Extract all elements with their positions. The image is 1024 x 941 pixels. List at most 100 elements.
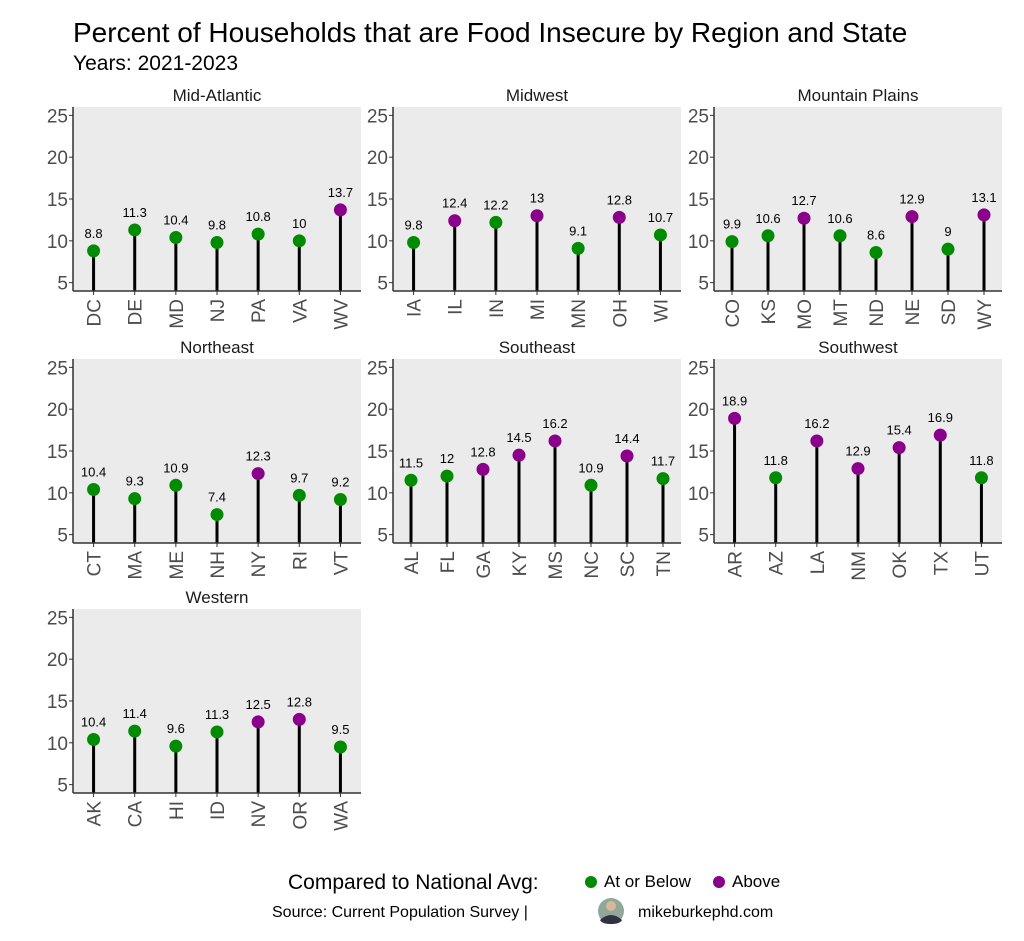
lollipop-point-ia (407, 235, 421, 249)
x-tick-label-nh: NH (208, 551, 229, 578)
data-label-sc: 14.4 (614, 431, 639, 446)
x-tick-label-oh: OH (610, 299, 631, 328)
data-label-ks: 10.6 (755, 211, 780, 226)
data-label-sd: 9 (944, 224, 951, 239)
x-tick-label-nc: NC (582, 551, 603, 578)
y-tick-label: 25 (688, 358, 709, 379)
y-tick-label: 25 (47, 106, 68, 127)
x-tick-label-nv: NV (249, 801, 270, 828)
caption: Source: Current Population Survey | mike… (272, 898, 773, 924)
legend-key-above (713, 876, 725, 888)
x-tick-label-ok: OK (890, 551, 911, 579)
facet-western: Western 5 10 15 20 25 10.4 AK 11.4 CA 9.6 HI 11.3 ID 1… (47, 588, 361, 831)
panel-background (714, 107, 1002, 291)
x-tick-label-nj: NJ (208, 299, 229, 322)
legend-label-above: Above (732, 872, 780, 891)
data-label-co: 9.9 (723, 217, 741, 232)
x-tick-label-wv: WV (331, 299, 352, 330)
lollipop-point-id (210, 725, 224, 739)
data-label-ny: 12.3 (245, 449, 270, 464)
x-tick-label-la: LA (808, 551, 829, 575)
y-tick-label: 5 (377, 274, 388, 295)
data-label-ak: 10.4 (81, 714, 106, 729)
data-label-ms: 16.2 (542, 416, 567, 431)
facet-grid: Mid-Atlantic 5 10 15 20 25 8.8 DC 11.3 DE 10.4 MD 9.… (47, 86, 1002, 831)
data-label-oh: 12.8 (607, 192, 632, 207)
facet-title: Northeast (180, 338, 254, 357)
lollipop-point-ut (974, 471, 988, 485)
data-label-tx: 16.9 (928, 410, 953, 425)
lollipop-point-wa (333, 740, 347, 754)
y-tick-label: 20 (47, 148, 68, 169)
lollipop-point-sc (620, 449, 634, 463)
panel-background (393, 359, 681, 543)
lollipop-point-in (489, 215, 503, 229)
lollipop-point-co (725, 235, 739, 249)
lollipop-point-vt (333, 493, 347, 507)
y-tick-label: 5 (698, 526, 709, 547)
y-tick-label: 5 (377, 526, 388, 547)
lollipop-point-me (169, 478, 183, 492)
data-label-de: 11.3 (123, 205, 147, 220)
lollipop-point-ok (892, 441, 906, 455)
x-tick-label-sd: SD (939, 299, 960, 325)
lollipop-point-nm (851, 462, 865, 476)
data-label-or: 12.8 (287, 694, 312, 709)
y-tick-label: 20 (367, 400, 388, 421)
lollipop-point-tx (933, 428, 947, 442)
data-label-wi: 10.7 (648, 210, 673, 225)
y-tick-label: 25 (367, 358, 388, 379)
x-tick-label-ga: GA (474, 551, 495, 579)
data-label-mi: 13 (530, 191, 544, 206)
x-tick-label-wy: WY (975, 299, 996, 330)
data-label-nh: 7.4 (208, 490, 226, 505)
lollipop-point-nj (210, 235, 224, 249)
lollipop-point-ar (728, 411, 742, 425)
data-label-tn: 11.7 (651, 454, 675, 469)
facet-title: Southwest (818, 338, 898, 357)
y-tick-label: 10 (688, 232, 709, 253)
y-tick-label: 10 (47, 484, 68, 505)
lollipop-point-wv (333, 203, 347, 217)
data-label-nc: 10.9 (578, 460, 603, 475)
y-tick-label: 15 (47, 692, 68, 713)
lollipop-point-ga (476, 462, 490, 476)
x-tick-label-wa: WA (331, 801, 352, 831)
y-tick-label: 10 (47, 232, 68, 253)
lollipop-point-dc (87, 244, 101, 258)
data-label-wa: 9.5 (331, 722, 349, 737)
data-label-ut: 11.8 (969, 453, 993, 468)
lollipop-point-mn (571, 241, 585, 255)
data-label-nv: 12.5 (245, 697, 270, 712)
facet-southwest: Southwest 5 10 15 20 25 18.9 AR 11.8 AZ 16.2 LA 12.9… (688, 338, 1002, 581)
y-tick-label: 5 (698, 274, 709, 295)
chart-title: Percent of Households that are Food Inse… (73, 17, 907, 48)
data-label-ar: 18.9 (722, 393, 747, 408)
lollipop-point-nd (869, 246, 883, 260)
data-label-in: 12.2 (483, 197, 508, 212)
lollipop-point-md (169, 230, 183, 244)
data-label-al: 11.5 (399, 455, 423, 470)
y-tick-label: 5 (57, 274, 68, 295)
facet-mountain-plains: Mountain Plains 5 10 15 20 25 9.9 CO 10.6 KS 12.7 M… (688, 86, 1002, 330)
lollipop-point-ks (761, 229, 775, 243)
y-tick-label: 20 (47, 650, 68, 671)
x-tick-label-al: AL (402, 551, 423, 574)
x-tick-label-nd: ND (867, 299, 888, 326)
data-label-dc: 8.8 (85, 226, 103, 241)
data-label-nm: 12.9 (845, 444, 870, 459)
x-tick-label-ri: RI (290, 551, 311, 570)
lollipop-point-il (448, 214, 462, 228)
x-tick-label-me: ME (167, 551, 188, 580)
data-label-ok: 15.4 (886, 423, 911, 438)
y-tick-label: 10 (688, 484, 709, 505)
x-tick-label-id: ID (208, 801, 229, 820)
x-tick-label-pa: PA (249, 299, 270, 323)
lollipop-point-de (128, 223, 142, 237)
data-label-hi: 9.6 (167, 721, 185, 736)
data-label-ky: 14.5 (506, 430, 531, 445)
x-tick-label-hi: HI (167, 801, 188, 820)
data-label-ne: 12.9 (899, 192, 924, 207)
facet-title: Western (186, 588, 249, 607)
y-tick-label: 15 (367, 190, 388, 211)
